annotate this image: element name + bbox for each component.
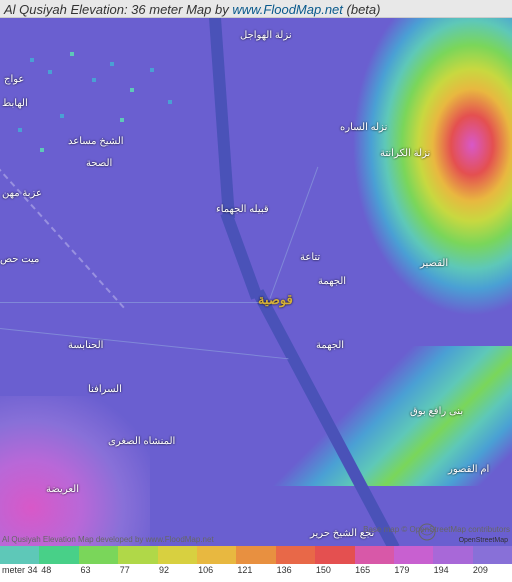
legend-tick: 209 xyxy=(473,565,512,575)
legend-swatch xyxy=(236,546,275,564)
legend-tick: 92 xyxy=(159,565,198,575)
terrain-sw-hills xyxy=(0,396,150,546)
legend-tick: 136 xyxy=(277,565,316,575)
place-label: الحنابسة xyxy=(68,340,103,351)
elevation-map[interactable]: قوصية نزلة الهواجل عواج الهابط الشيخ مساعد ا… xyxy=(0,18,512,546)
legend-tick: meter 34 xyxy=(0,565,41,575)
place-label: الجهمة xyxy=(316,340,344,351)
legend-swatch xyxy=(79,546,118,564)
legend-swatch xyxy=(118,546,157,564)
place-label: المنشاه الصغرى xyxy=(108,436,175,447)
place-label: بنى رافع بوق xyxy=(410,406,463,417)
legend-ticks: meter 3448637792106121136150165179194209 xyxy=(0,564,512,575)
place-label: العريضة xyxy=(46,484,79,495)
place-label: السرافنا xyxy=(88,384,122,395)
osm-logo: OpenStreetMap xyxy=(417,522,508,544)
legend-swatch xyxy=(276,546,315,564)
place-label: عزبة مهن xyxy=(2,188,42,199)
map-container: Al Qusiyah Elevation: 36 meter Map by ww… xyxy=(0,0,512,582)
legend-tick: 194 xyxy=(434,565,473,575)
legend-swatch xyxy=(158,546,197,564)
legend-tick: 106 xyxy=(198,565,237,575)
legend-swatch xyxy=(433,546,472,564)
legend-tick: 63 xyxy=(80,565,119,575)
place-label: الصحة xyxy=(86,158,112,169)
legend-tick: 179 xyxy=(394,565,433,575)
main-place-label: قوصية xyxy=(258,292,293,308)
legend-swatch xyxy=(355,546,394,564)
place-label: ام القصور xyxy=(448,464,489,475)
legend-swatch xyxy=(0,546,39,564)
place-label: القصير xyxy=(420,258,448,269)
map-title-bar: Al Qusiyah Elevation: 36 meter Map by ww… xyxy=(0,0,512,18)
place-label: ميت حص xyxy=(0,254,39,265)
credit-dev: Al Qusiyah Elevation Map developed by ww… xyxy=(2,535,214,544)
legend-tick: 77 xyxy=(120,565,159,575)
place-label: نزله الساره xyxy=(340,122,387,133)
legend-tick: 48 xyxy=(41,565,80,575)
legend-swatch xyxy=(315,546,354,564)
legend-swatch xyxy=(197,546,236,564)
legend-tick: 165 xyxy=(355,565,394,575)
legend-swatch xyxy=(39,546,78,564)
legend-tick: 150 xyxy=(316,565,355,575)
legend-swatches xyxy=(0,546,512,564)
place-label: تتاعة xyxy=(300,252,320,263)
legend-swatch xyxy=(394,546,433,564)
place-label: الشيخ مساعد xyxy=(68,136,124,147)
title-prefix: Al Qusiyah Elevation: 36 meter Map by xyxy=(4,2,232,17)
place-label: عواج xyxy=(4,74,24,85)
floodmap-link[interactable]: www.FloodMap.net xyxy=(232,2,343,17)
place-label: الهابط xyxy=(2,98,28,109)
place-label: الجهمة xyxy=(318,276,346,287)
elevation-legend: meter 3448637792106121136150165179194209 xyxy=(0,546,512,582)
title-suffix: (beta) xyxy=(343,2,381,17)
legend-tick: 121 xyxy=(237,565,276,575)
legend-swatch xyxy=(473,546,512,564)
road xyxy=(0,302,280,303)
place-label: قبيله الجهماء xyxy=(216,204,269,215)
place-label: نزلة الهواجل xyxy=(240,30,292,41)
place-label: نزلة الكرانتة xyxy=(380,148,430,159)
